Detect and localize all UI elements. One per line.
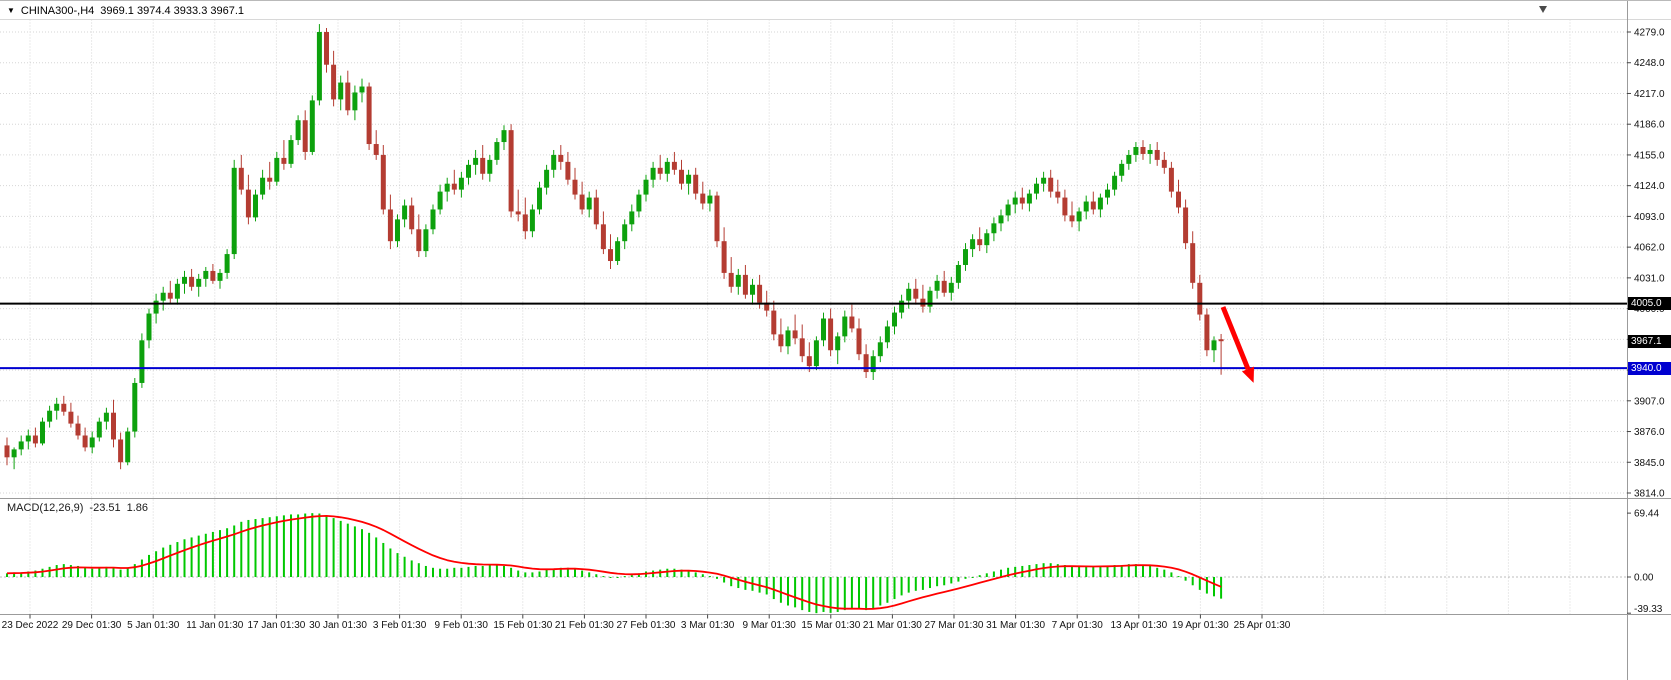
macd-signal-value: 1.86 — [126, 502, 149, 514]
svg-text:27 Feb 01:30: 27 Feb 01:30 — [617, 620, 676, 631]
svg-text:3 Mar 01:30: 3 Mar 01:30 — [681, 620, 735, 631]
svg-text:4124.0: 4124.0 — [1634, 181, 1665, 192]
svg-text:23 Dec 2022: 23 Dec 2022 — [2, 620, 59, 631]
svg-text:27 Mar 01:30: 27 Mar 01:30 — [925, 620, 984, 631]
svg-text:21 Feb 01:30: 21 Feb 01:30 — [555, 620, 614, 631]
svg-text:15 Mar 01:30: 15 Mar 01:30 — [801, 620, 860, 631]
svg-text:11 Jan 01:30: 11 Jan 01:30 — [186, 620, 244, 631]
svg-text:3907.0: 3907.0 — [1634, 396, 1665, 407]
svg-text:9 Feb 01:30: 9 Feb 01:30 — [435, 620, 489, 631]
macd-main-value: -23.51 — [89, 502, 121, 514]
macd-signal-line — [6, 515, 1222, 610]
symbol-period-label: CHINA300-,H4 — [20, 4, 95, 17]
macd-indicator-label: MACD(12,26,9) -23.51 1.86 — [7, 502, 148, 514]
svg-text:3 Feb 01:30: 3 Feb 01:30 — [373, 620, 427, 631]
svg-text:3876.0: 3876.0 — [1634, 427, 1665, 438]
sell-signal-arrow[interactable] — [1220, 306, 1255, 383]
one-click-trading-icon[interactable]: ▼ — [7, 5, 15, 15]
svg-text:5 Jan 01:30: 5 Jan 01:30 — [127, 620, 180, 631]
svg-text:17 Jan 01:30: 17 Jan 01:30 — [247, 620, 305, 631]
svg-text:0.00: 0.00 — [1634, 573, 1654, 584]
svg-text:25 Apr 01:30: 25 Apr 01:30 — [1234, 620, 1291, 631]
svg-text:7 Apr 01:30: 7 Apr 01:30 — [1052, 620, 1104, 631]
chart-title: ▼ CHINA300-,H4 3969.1 3974.4 3933.3 3967… — [7, 4, 244, 17]
macd-axis[interactable]: 69.44 0.00 -39.33 — [1627, 509, 1663, 615]
svg-text:4062.0: 4062.0 — [1634, 243, 1665, 254]
svg-text:9 Mar 01:30: 9 Mar 01:30 — [743, 620, 797, 631]
macd-histogram — [6, 513, 1223, 614]
svg-text:19 Apr 01:30: 19 Apr 01:30 — [1172, 620, 1229, 631]
time-axis[interactable]: 23 Dec 2022 29 Dec 01:30 5 Jan 01:30 11 Jan… — [2, 614, 1291, 632]
svg-text:30 Jan 01:30: 30 Jan 01:30 — [309, 620, 367, 631]
svg-text:69.44: 69.44 — [1634, 509, 1659, 520]
svg-text:4031.0: 4031.0 — [1634, 273, 1665, 284]
svg-text:4217.0: 4217.0 — [1634, 89, 1665, 100]
chart-shift-marker[interactable] — [1539, 6, 1547, 13]
price-axis-badge-resistance: 4005.0 — [1628, 297, 1671, 310]
macd-name: MACD(12,26,9) — [7, 502, 84, 514]
svg-text:4248.0: 4248.0 — [1634, 58, 1665, 69]
price-axis-badge-current-price: 3967.1 — [1628, 335, 1671, 348]
svg-text:3845.0: 3845.0 — [1634, 458, 1665, 469]
svg-text:4186.0: 4186.0 — [1634, 120, 1665, 131]
svg-text:4155.0: 4155.0 — [1634, 150, 1665, 161]
pane-separators — [0, 19, 1671, 615]
svg-text:13 Apr 01:30: 13 Apr 01:30 — [1110, 620, 1167, 631]
svg-text:3814.0: 3814.0 — [1634, 489, 1665, 500]
price-axis-badge-support: 3940.0 — [1628, 362, 1671, 375]
svg-text:31 Mar 01:30: 31 Mar 01:30 — [986, 620, 1045, 631]
svg-text:21 Mar 01:30: 21 Mar 01:30 — [863, 620, 922, 631]
svg-text:29 Dec 01:30: 29 Dec 01:30 — [62, 620, 122, 631]
svg-text:4279.0: 4279.0 — [1634, 28, 1665, 39]
ohlc-values: 3969.1 3974.4 3933.3 3967.1 — [100, 4, 245, 17]
svg-text:-39.33: -39.33 — [1634, 604, 1663, 615]
svg-text:4093.0: 4093.0 — [1634, 212, 1665, 223]
svg-text:15 Feb 01:30: 15 Feb 01:30 — [493, 620, 552, 631]
